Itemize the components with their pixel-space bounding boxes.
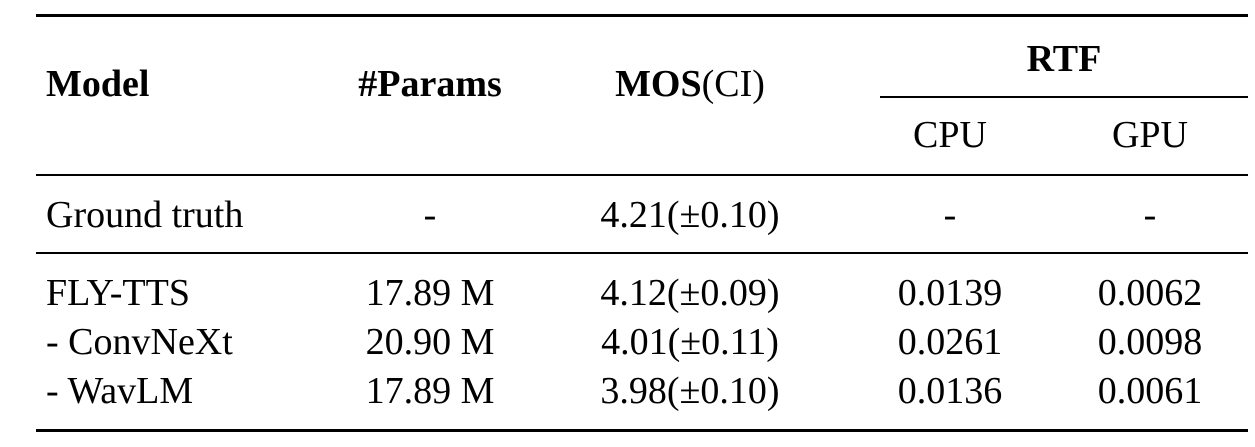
table-bottom-rule — [36, 429, 1248, 432]
header-params: #Params — [358, 63, 502, 105]
rtf-group-rule — [880, 96, 1248, 98]
table-row-model: - WavLM — [46, 370, 194, 412]
table-row-mos: 4.01(±0.11) — [601, 321, 779, 363]
header-bottom-rule — [36, 174, 1248, 176]
table-row-gpu: 0.0062 — [1097, 272, 1203, 314]
table-top-rule — [36, 14, 1248, 17]
table-row-cpu: 0.0139 — [897, 272, 1003, 314]
table-row-params: 17.89 M — [365, 272, 495, 314]
table-row-mos: 4.21(±0.10) — [600, 194, 780, 236]
table-row-cpu: 0.0261 — [897, 321, 1003, 363]
table-row-params: 17.89 M — [365, 370, 495, 412]
header-gpu: GPU — [1111, 114, 1189, 156]
table-row-model: FLY-TTS — [46, 272, 190, 314]
ground-truth-separator-rule — [36, 252, 1248, 254]
table-row-model: - ConvNeXt — [46, 321, 233, 363]
header-mos: MOS(CI) — [560, 62, 820, 106]
header-model: Model — [46, 63, 150, 105]
table-row-gpu: 0.0061 — [1097, 370, 1203, 412]
table-row-gpu: 0.0098 — [1097, 321, 1203, 363]
table-row-gpu: - — [1143, 194, 1157, 236]
table-row-cpu: - — [943, 194, 957, 236]
header-mos-label: MOS — [615, 63, 702, 105]
header-cpu: CPU — [913, 114, 987, 156]
table-row-params: 20.90 M — [365, 321, 495, 363]
table-row-params: - — [423, 194, 437, 236]
header-rtf: RTF — [1026, 38, 1102, 80]
header-mos-ci: (CI) — [701, 63, 765, 105]
table-row-cpu: 0.0136 — [897, 370, 1003, 412]
table-row-mos: 3.98(±0.10) — [600, 370, 780, 412]
table-row-mos: 4.12(±0.09) — [600, 272, 780, 314]
table-row-model: Ground truth — [46, 194, 244, 236]
